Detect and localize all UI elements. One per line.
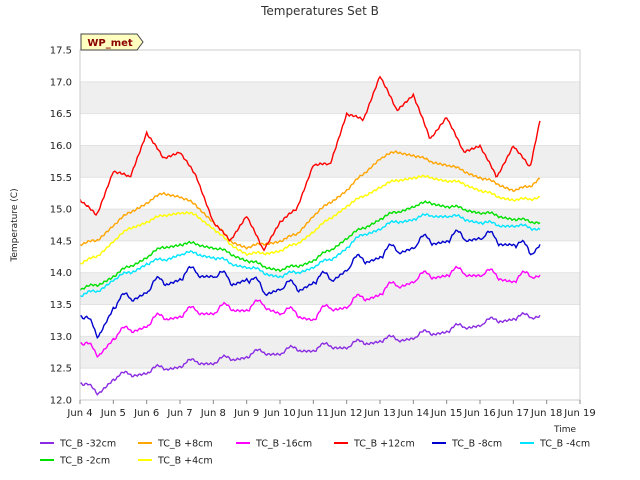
plot-frame bbox=[79, 49, 581, 401]
x-tick-label: Jun 11 bbox=[297, 408, 330, 419]
y-tick-label: 16.5 bbox=[50, 109, 72, 120]
x-tick-label: Jun 10 bbox=[263, 408, 296, 419]
background-band bbox=[80, 272, 580, 305]
legend: TC_B -32cm TC_B +8cm TC_B -16cm TC_B +12cm T… bbox=[40, 439, 590, 467]
legend-item: TC_B +4cm bbox=[138, 456, 213, 467]
series-line-TC_B -8cm bbox=[79, 229, 541, 340]
x-tick-label: Jun 4 bbox=[66, 408, 92, 419]
grid-lines bbox=[80, 49, 580, 401]
x-tick-label: Jun 8 bbox=[200, 408, 226, 419]
legend-item: TC_B -32cm bbox=[40, 439, 116, 450]
legend-item: TC_B -16cm bbox=[236, 439, 312, 450]
legend-label: TC_B -8cm bbox=[451, 439, 502, 450]
legend-label: TC_B -2cm bbox=[59, 456, 110, 467]
background-band bbox=[80, 336, 580, 369]
station-tag-label: WP_met bbox=[87, 38, 133, 49]
y-tick-label: 12.5 bbox=[50, 364, 72, 375]
x-tick-label: Jun 16 bbox=[463, 408, 496, 419]
series-line-TC_B +8cm bbox=[79, 150, 541, 250]
legend-label: TC_B +12cm bbox=[353, 439, 415, 450]
series-line-TC_B -2cm bbox=[79, 200, 541, 291]
series-line-TC_B +12cm bbox=[79, 75, 541, 252]
legend-label: TC_B +8cm bbox=[157, 439, 213, 450]
series-line-TC_B -32cm bbox=[79, 311, 541, 396]
x-tick-label: Jun 13 bbox=[363, 408, 396, 419]
x-tick-label: Jun 6 bbox=[133, 408, 159, 419]
legend-label: TC_B -32cm bbox=[59, 439, 116, 450]
x-axis-ticks: Jun 4 Jun 5 Jun 6 Jun 7 Jun 8 Jun 9 Jun 10 Jun … bbox=[66, 400, 596, 419]
x-tick-label: Jun 9 bbox=[233, 408, 259, 419]
legend-item: TC_B +12cm bbox=[334, 439, 415, 450]
legend-label: TC_B -4cm bbox=[539, 439, 590, 450]
y-axis-label: Temperature (C) bbox=[10, 188, 20, 262]
y-tick-label: 14.0 bbox=[50, 268, 72, 279]
y-axis-ticks: 12.0 12.5 13.0 13.5 14.0 14.5 15.0 15.5 16.0 16.5… bbox=[50, 46, 72, 407]
legend-item: TC_B -8cm bbox=[432, 439, 502, 450]
series-line-TC_B +4cm bbox=[79, 174, 541, 265]
legend-label: TC_B -16cm bbox=[255, 439, 312, 450]
background-band bbox=[80, 145, 580, 178]
y-tick-label: 13.5 bbox=[50, 300, 72, 311]
station-tag: WP_met bbox=[80, 33, 144, 51]
x-tick-label: Jun 18 bbox=[530, 408, 563, 419]
series-layer bbox=[79, 75, 541, 396]
background-band bbox=[80, 81, 580, 114]
series-line-TC_B -4cm bbox=[79, 213, 541, 298]
x-tick-label: Jun 15 bbox=[430, 408, 463, 419]
y-tick-label: 14.5 bbox=[50, 236, 72, 247]
legend-item: TC_B -4cm bbox=[520, 439, 590, 450]
y-tick-label: 16.0 bbox=[50, 141, 72, 152]
x-tick-label: Jun 5 bbox=[100, 408, 126, 419]
x-tick-label: Jun 12 bbox=[330, 408, 363, 419]
y-tick-label: 15.0 bbox=[50, 205, 72, 216]
y-tick-label: 12.0 bbox=[50, 396, 72, 407]
x-tick-label: Jun 19 bbox=[563, 408, 596, 419]
legend-label: TC_B +4cm bbox=[157, 456, 213, 467]
background-band bbox=[80, 209, 580, 241]
background-bands bbox=[80, 81, 580, 369]
x-tick-label: Jun 17 bbox=[497, 408, 530, 419]
y-tick-label: 15.5 bbox=[50, 173, 72, 184]
chart-title: Temperatures Set B bbox=[260, 4, 379, 18]
x-tick-label: Jun 14 bbox=[397, 408, 430, 419]
x-axis-label: Time bbox=[553, 425, 576, 435]
station-tag-box bbox=[80, 33, 144, 51]
legend-item: TC_B -2cm bbox=[40, 456, 110, 467]
y-tick-label: 17.0 bbox=[50, 77, 72, 88]
y-tick-label: 13.0 bbox=[50, 332, 72, 343]
x-tick-label: Jun 7 bbox=[166, 408, 192, 419]
series-line-TC_B -16cm bbox=[79, 265, 541, 359]
y-tick-label: 17.5 bbox=[50, 46, 72, 57]
legend-item: TC_B +8cm bbox=[138, 439, 213, 450]
